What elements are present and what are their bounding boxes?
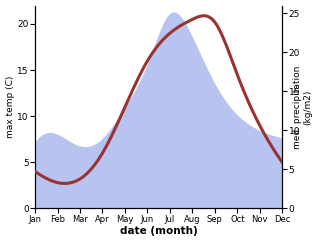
Y-axis label: max temp (C): max temp (C) [5, 76, 15, 138]
X-axis label: date (month): date (month) [120, 227, 197, 236]
Y-axis label: med. precipitation
(kg/m2): med. precipitation (kg/m2) [293, 65, 313, 149]
